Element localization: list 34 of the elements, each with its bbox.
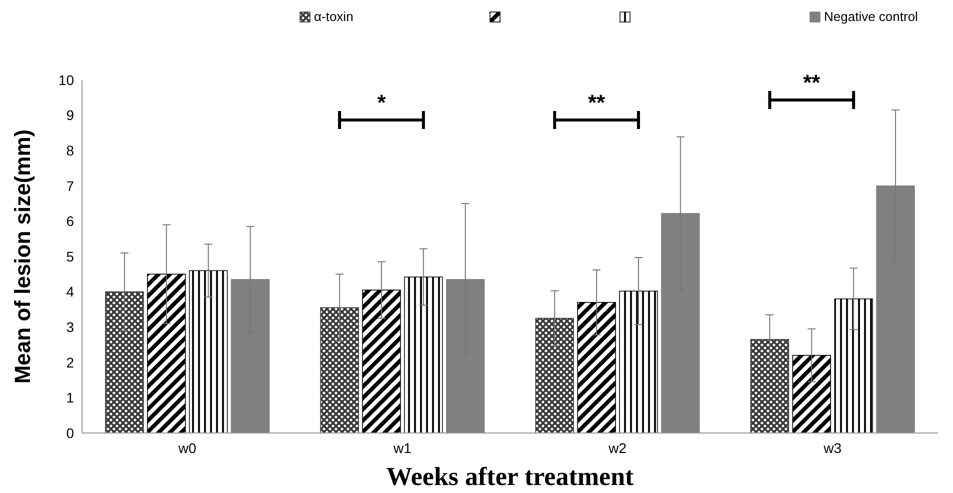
y-tick-label: 6 xyxy=(66,213,74,230)
y-tick-label: 2 xyxy=(66,354,74,370)
annotation: * xyxy=(377,90,386,115)
x-tick-label: w1 xyxy=(392,440,412,456)
annotation: ** xyxy=(588,90,606,115)
y-tick-label: 10 xyxy=(58,72,74,88)
bar xyxy=(834,298,873,434)
bar xyxy=(105,291,144,434)
bar xyxy=(362,290,401,434)
y-tick-label: 1 xyxy=(66,390,74,406)
bar xyxy=(320,307,359,434)
y-tick-label: 0 xyxy=(66,424,74,441)
y-tick-label: 4 xyxy=(66,284,74,300)
bar xyxy=(619,290,658,434)
y-axis-title: Mean of lesion size(mm) xyxy=(10,129,35,384)
x-tick-label: w0 xyxy=(177,440,197,456)
bar xyxy=(535,318,574,434)
x-tick-label: w3 xyxy=(822,440,842,456)
bar xyxy=(792,354,832,434)
y-tick-label: 7 xyxy=(66,178,74,194)
x-axis-title: Weeks after treatment xyxy=(386,462,634,491)
bar xyxy=(188,270,228,434)
y-tick-label: 3 xyxy=(66,319,74,335)
y-tick-label: 8 xyxy=(66,142,74,158)
bar xyxy=(750,339,790,434)
bar xyxy=(577,302,616,434)
legend-label: α-toxin xyxy=(314,9,354,24)
y-tick-label: 9 xyxy=(66,107,74,124)
y-tick-label: 5 xyxy=(66,248,74,264)
legend-label: Negative control xyxy=(824,9,918,24)
annotation: ** xyxy=(803,70,821,95)
x-tick-label: w2 xyxy=(608,440,627,456)
bar xyxy=(147,274,186,434)
bar xyxy=(404,276,443,434)
